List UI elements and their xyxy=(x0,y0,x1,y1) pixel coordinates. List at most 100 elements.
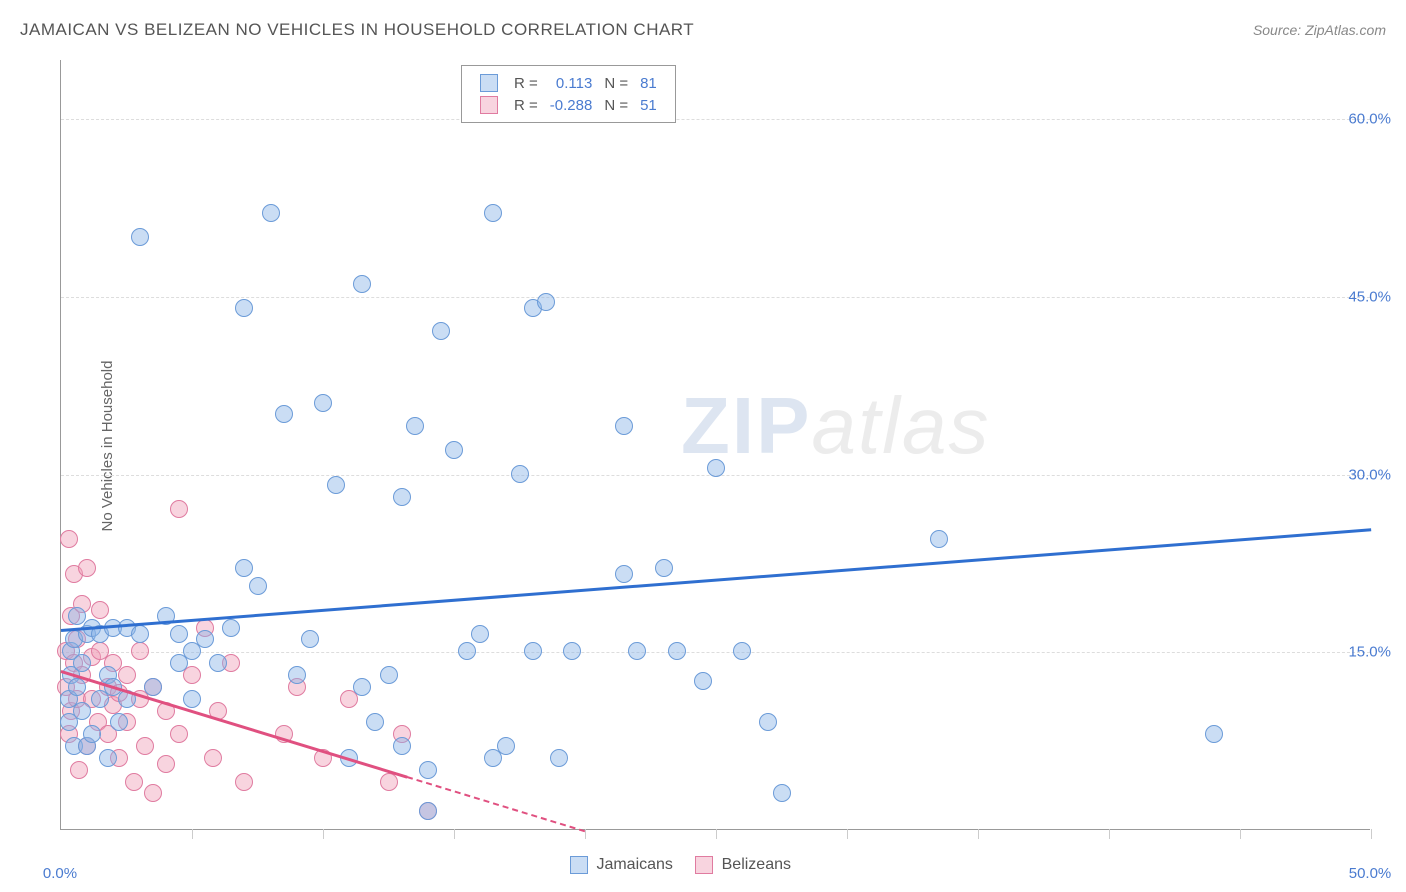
scatter-point-jamaicans xyxy=(73,654,91,672)
legend-label-jamaicans: Jamaicans xyxy=(596,856,672,873)
scatter-point-jamaicans xyxy=(930,530,948,548)
scatter-point-jamaicans xyxy=(99,749,117,767)
scatter-point-belizeans xyxy=(131,642,149,660)
n-label: N = xyxy=(598,94,634,116)
scatter-point-jamaicans xyxy=(406,417,424,435)
source-label: Source: ZipAtlas.com xyxy=(1253,22,1386,38)
scatter-point-jamaicans xyxy=(68,678,86,696)
y-tick-label: 45.0% xyxy=(1348,288,1391,305)
scatter-point-jamaicans xyxy=(288,666,306,684)
scatter-point-jamaicans xyxy=(131,228,149,246)
x-tick xyxy=(1371,829,1372,839)
scatter-point-jamaicans xyxy=(131,625,149,643)
watermark-atlas: atlas xyxy=(811,381,990,470)
scatter-point-jamaicans xyxy=(73,702,91,720)
scatter-point-jamaicans xyxy=(314,394,332,412)
scatter-point-jamaicans xyxy=(393,737,411,755)
scatter-point-jamaicans xyxy=(393,488,411,506)
scatter-point-jamaicans xyxy=(537,293,555,311)
scatter-point-jamaicans xyxy=(380,666,398,684)
scatter-point-jamaicans xyxy=(615,417,633,435)
scatter-point-belizeans xyxy=(204,749,222,767)
grid-line xyxy=(61,119,1370,120)
x-tick xyxy=(1240,829,1241,839)
scatter-point-jamaicans xyxy=(511,465,529,483)
scatter-point-jamaicans xyxy=(484,204,502,222)
swatch-jamaicans-icon xyxy=(570,856,588,874)
scatter-point-belizeans xyxy=(78,559,96,577)
scatter-point-jamaicans xyxy=(432,322,450,340)
n-value-jamaicans: 81 xyxy=(634,72,663,94)
swatch-jamaicans-icon xyxy=(480,74,498,92)
grid-line xyxy=(61,297,1370,298)
x-tick xyxy=(323,829,324,839)
scatter-point-belizeans xyxy=(91,601,109,619)
r-label: R = xyxy=(508,94,544,116)
scatter-point-jamaicans xyxy=(707,459,725,477)
scatter-point-belizeans xyxy=(125,773,143,791)
scatter-point-belizeans xyxy=(60,530,78,548)
scatter-point-belizeans xyxy=(144,784,162,802)
scatter-point-jamaicans xyxy=(235,559,253,577)
x-tick xyxy=(716,829,717,839)
scatter-point-jamaicans xyxy=(471,625,489,643)
scatter-point-jamaicans xyxy=(694,672,712,690)
scatter-point-jamaicans xyxy=(445,441,463,459)
chart-title: JAMAICAN VS BELIZEAN NO VEHICLES IN HOUS… xyxy=(20,20,694,40)
scatter-point-jamaicans xyxy=(524,642,542,660)
scatter-point-jamaicans xyxy=(301,630,319,648)
x-tick xyxy=(454,829,455,839)
scatter-point-jamaicans xyxy=(497,737,515,755)
scatter-point-jamaicans xyxy=(183,690,201,708)
watermark-zip: ZIP xyxy=(681,381,811,470)
scatter-point-belizeans xyxy=(170,500,188,518)
scatter-point-jamaicans xyxy=(668,642,686,660)
scatter-point-jamaicans xyxy=(353,678,371,696)
r-value-jamaicans: 0.113 xyxy=(544,72,599,94)
n-value-belizeans: 51 xyxy=(634,94,663,116)
scatter-point-jamaicans xyxy=(419,761,437,779)
scatter-point-jamaicans xyxy=(144,678,162,696)
grid-line xyxy=(61,652,1370,653)
stats-legend: R = 0.113 N = 81 R = -0.288 N = 51 xyxy=(461,65,676,123)
scatter-point-belizeans xyxy=(157,755,175,773)
scatter-point-jamaicans xyxy=(759,713,777,731)
scatter-point-jamaicans xyxy=(563,642,581,660)
x-tick-label: 50.0% xyxy=(1349,865,1392,882)
x-tick xyxy=(192,829,193,839)
scatter-point-jamaicans xyxy=(353,275,371,293)
scatter-point-jamaicans xyxy=(196,630,214,648)
scatter-point-belizeans xyxy=(70,761,88,779)
scatter-point-belizeans xyxy=(380,773,398,791)
scatter-point-jamaicans xyxy=(366,713,384,731)
scatter-point-jamaicans xyxy=(550,749,568,767)
stats-row-belizeans: R = -0.288 N = 51 xyxy=(474,94,663,116)
scatter-point-belizeans xyxy=(170,725,188,743)
r-value-belizeans: -0.288 xyxy=(544,94,599,116)
x-tick xyxy=(1109,829,1110,839)
scatter-point-belizeans xyxy=(136,737,154,755)
stats-row-jamaicans: R = 0.113 N = 81 xyxy=(474,72,663,94)
scatter-point-jamaicans xyxy=(275,405,293,423)
scatter-point-jamaicans xyxy=(110,713,128,731)
scatter-point-jamaicans xyxy=(773,784,791,802)
r-label: R = xyxy=(508,72,544,94)
y-tick-label: 15.0% xyxy=(1348,644,1391,661)
scatter-point-jamaicans xyxy=(733,642,751,660)
swatch-belizeans-icon xyxy=(480,96,498,114)
watermark: ZIPatlas xyxy=(681,380,990,472)
legend-label-belizeans: Belizeans xyxy=(722,856,791,873)
swatch-belizeans-icon xyxy=(695,856,713,874)
scatter-point-jamaicans xyxy=(262,204,280,222)
n-label: N = xyxy=(598,72,634,94)
scatter-point-jamaicans xyxy=(419,802,437,820)
chart-plot-area: ZIPatlas R = 0.113 N = 81 R = -0.288 N =… xyxy=(60,60,1370,830)
scatter-point-belizeans xyxy=(235,773,253,791)
scatter-point-jamaicans xyxy=(83,725,101,743)
scatter-point-jamaicans xyxy=(249,577,267,595)
scatter-point-jamaicans xyxy=(458,642,476,660)
scatter-point-jamaicans xyxy=(628,642,646,660)
scatter-point-jamaicans xyxy=(235,299,253,317)
scatter-point-jamaicans xyxy=(170,625,188,643)
x-tick xyxy=(847,829,848,839)
